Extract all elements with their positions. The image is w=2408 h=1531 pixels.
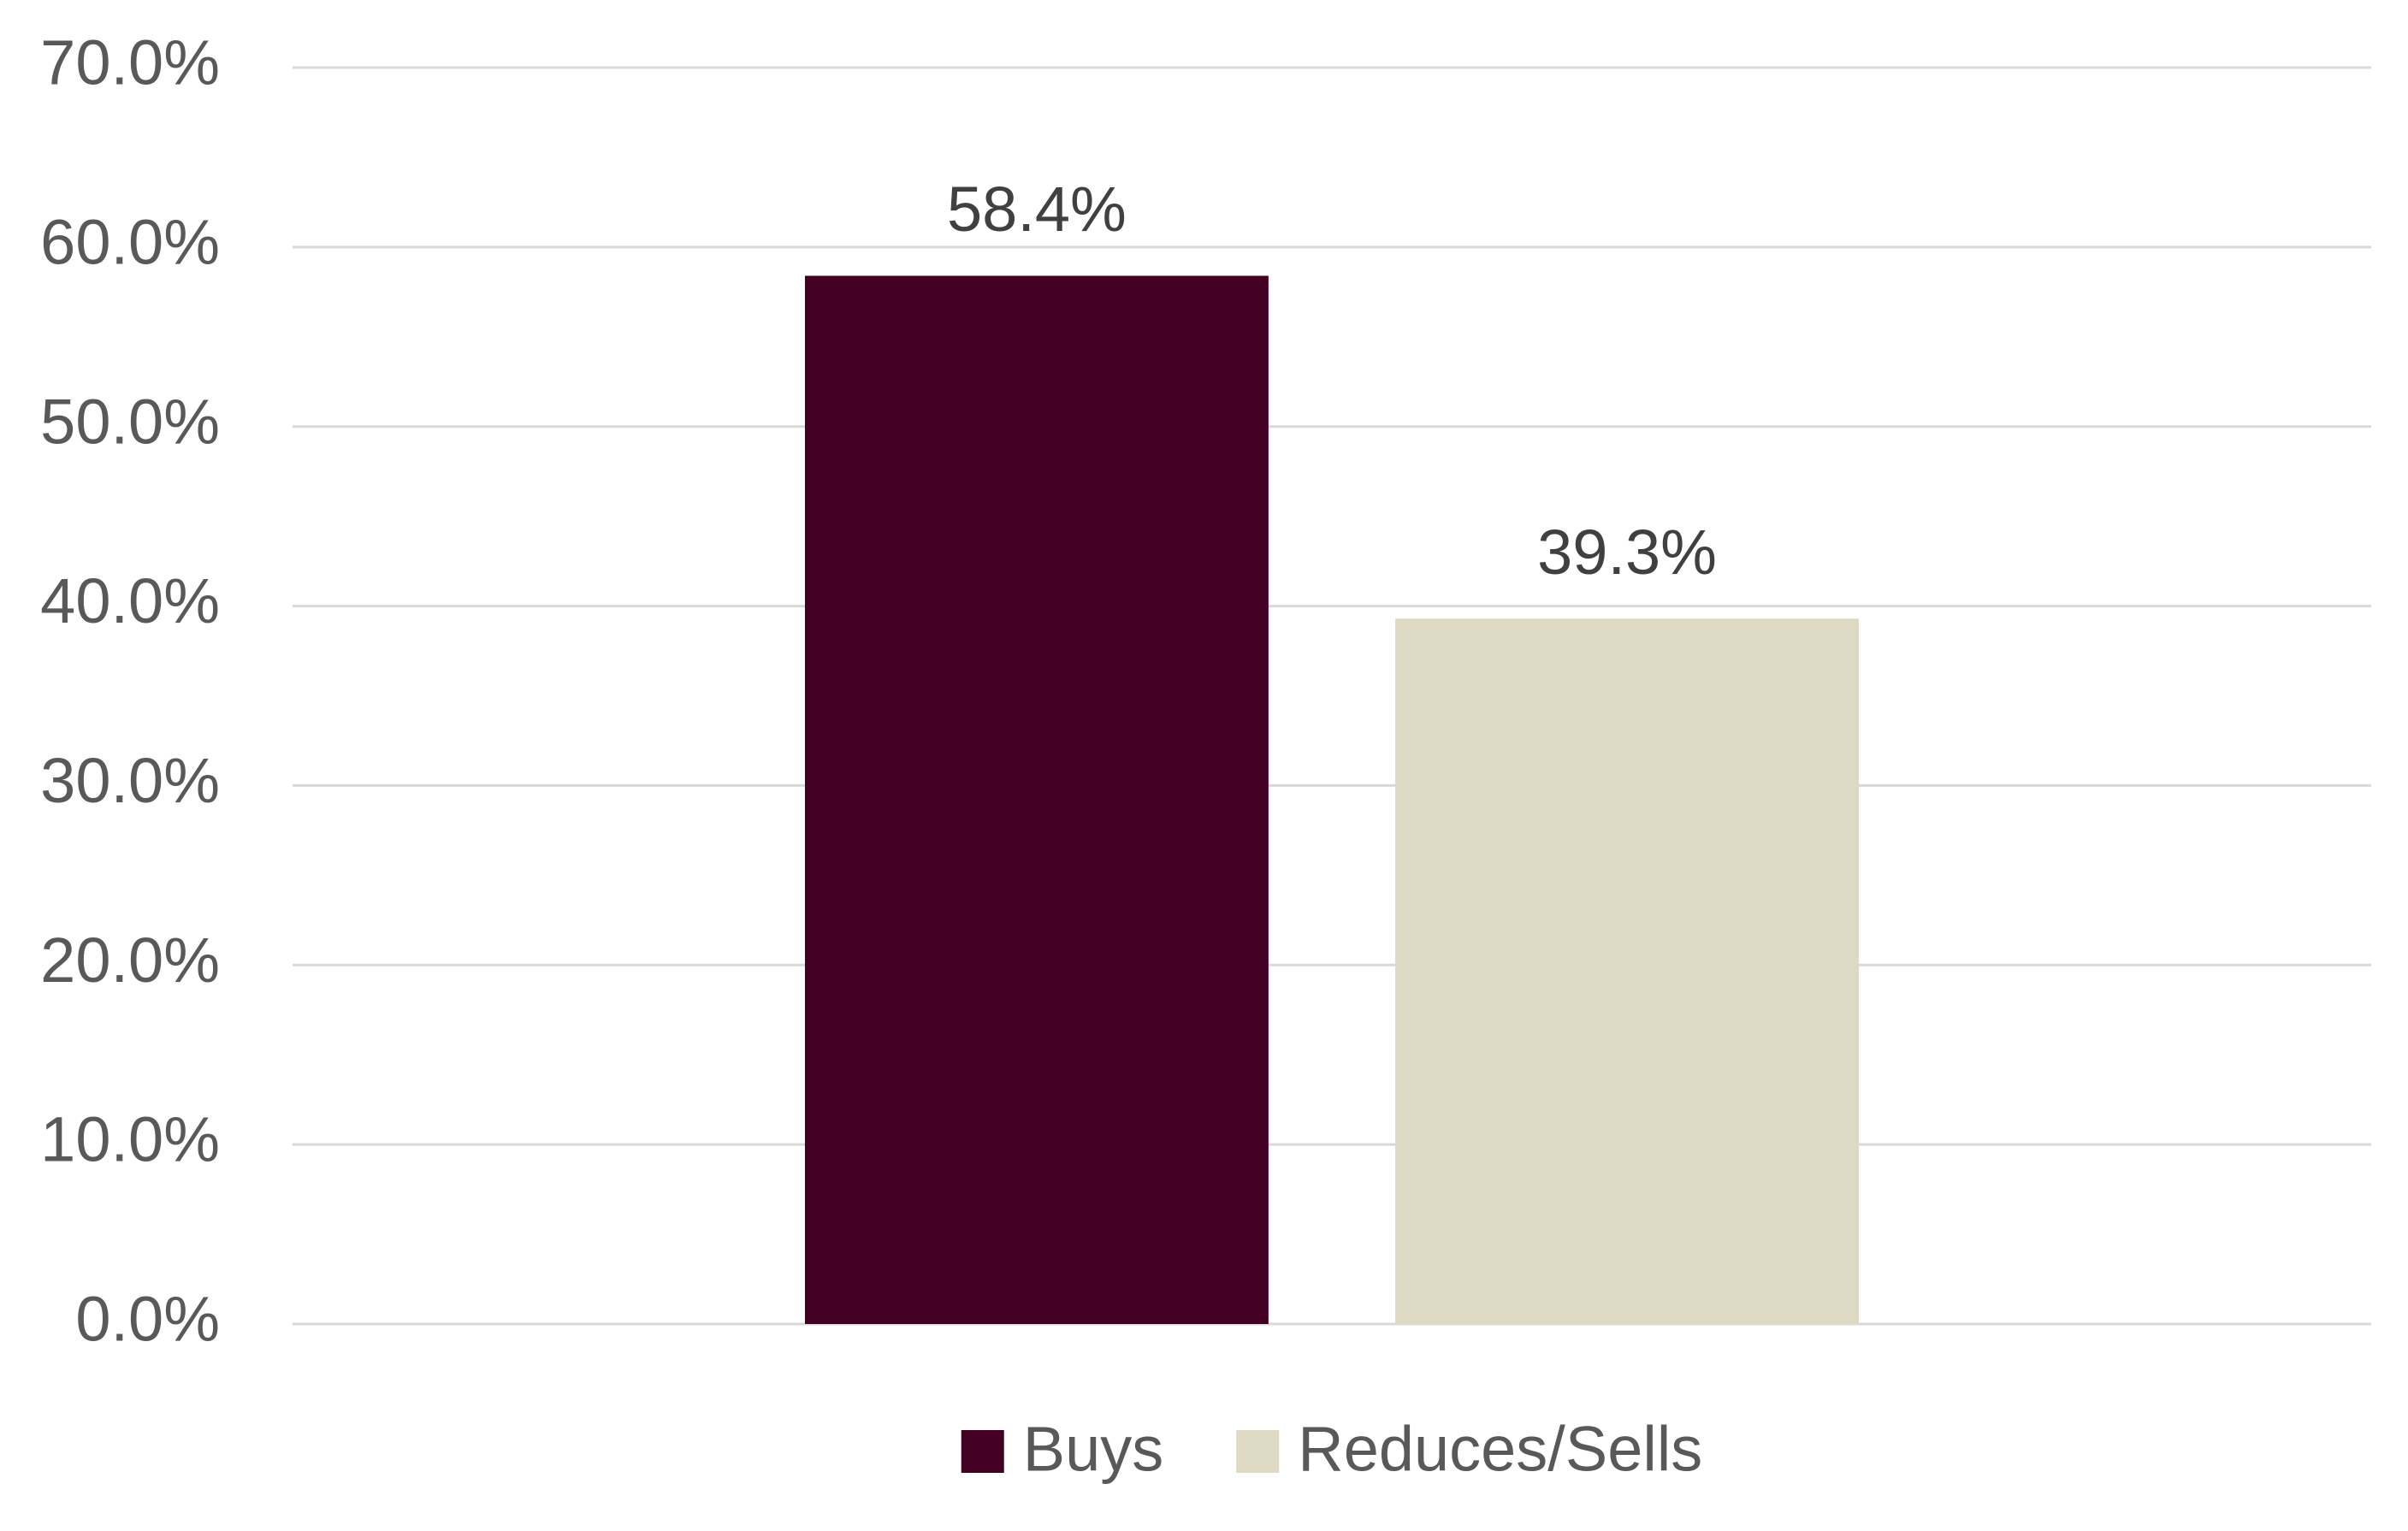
bar — [804, 275, 1269, 1324]
y-tick-label: 40.0% — [40, 565, 220, 636]
value-label: 39.3% — [1537, 517, 1717, 588]
y-tick-label: 0.0% — [75, 1284, 220, 1355]
bar — [1395, 618, 1860, 1324]
legend-swatch — [961, 1430, 1004, 1473]
y-tick-label: 60.0% — [40, 206, 220, 277]
y-tick-label: 30.0% — [40, 745, 220, 816]
legend-swatch — [1236, 1430, 1280, 1473]
y-tick-label: 70.0% — [40, 27, 220, 98]
y-tick-label: 20.0% — [40, 925, 220, 996]
y-tick-label: 10.0% — [40, 1104, 220, 1175]
y-tick-label: 50.0% — [40, 386, 220, 457]
legend-label: Reduces/Sells — [1298, 1414, 1702, 1485]
value-label: 58.4% — [947, 174, 1127, 245]
legend-label: Buys — [1023, 1414, 1164, 1485]
